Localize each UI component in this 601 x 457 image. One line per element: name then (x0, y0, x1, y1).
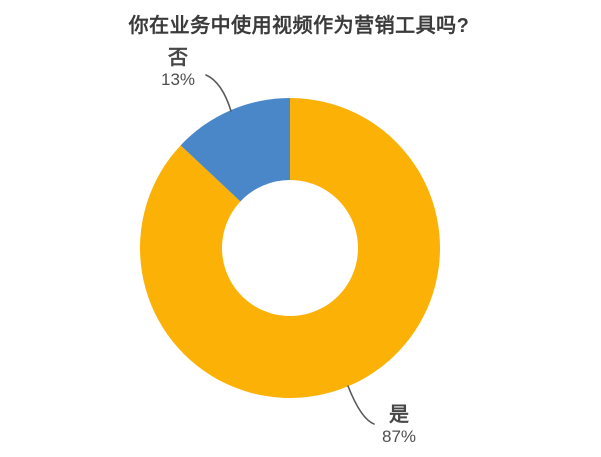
chart-title: 你在业务中使用视频作为营销工具吗? (128, 15, 470, 37)
percent-yes: 87% (381, 427, 417, 446)
label-no: 否 (168, 47, 188, 69)
leader-line-yes (347, 385, 375, 425)
donut-slices (139, 98, 440, 398)
callout-yes: 是 87% (359, 404, 439, 447)
leader-line-no (205, 74, 232, 112)
callout-no: 否 13% (138, 47, 218, 90)
donut-slice-no (180, 98, 290, 202)
donut-slice-yes (139, 98, 440, 398)
percent-no: 13% (160, 70, 196, 89)
label-yes: 是 (389, 404, 409, 426)
